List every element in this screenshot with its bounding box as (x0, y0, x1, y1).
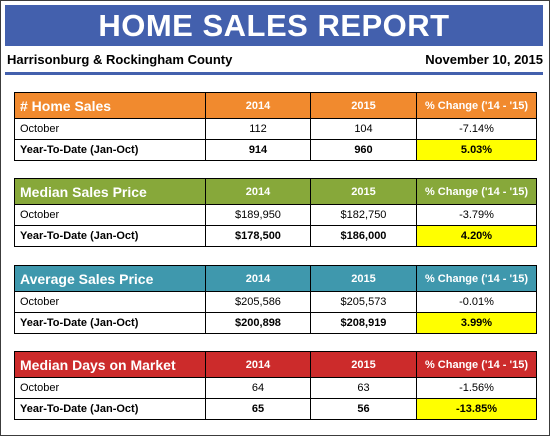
cell-change-highlight: 4.20% (416, 225, 537, 247)
cell-2014: $205,586 (205, 291, 311, 313)
cell-change-highlight: 5.03% (416, 139, 537, 161)
column-header-2015: 2015 (310, 351, 417, 378)
table-header: Median Sales Price 2014 2015 % Change ('… (14, 178, 537, 205)
table-title: Median Sales Price (14, 178, 206, 205)
region-label: Harrisonburg & Rockingham County (7, 52, 233, 67)
column-header-change: % Change ('14 - '15) (416, 92, 537, 119)
home-sales-table: # Home Sales 2014 2015 % Change ('14 - '… (14, 92, 537, 161)
cell-2014: 112 (205, 118, 311, 140)
cell-2015: $186,000 (310, 225, 417, 247)
column-header-2015: 2015 (310, 92, 417, 119)
cell-2015: 960 (310, 139, 417, 161)
table-title: # Home Sales (14, 92, 206, 119)
cell-change-highlight: -13.85% (416, 398, 537, 420)
column-header-2014: 2014 (205, 265, 311, 292)
median-sales-price-table: Median Sales Price 2014 2015 % Change ('… (14, 178, 537, 247)
table-row: October $189,950 $182,750 -3.79% (14, 204, 537, 226)
cell-2014: $200,898 (205, 312, 311, 334)
row-label: October (14, 204, 206, 226)
table-title: Median Days on Market (14, 351, 206, 378)
column-header-change: % Change ('14 - '15) (416, 178, 537, 205)
report-date: November 10, 2015 (425, 52, 543, 67)
row-label: Year-To-Date (Jan-Oct) (14, 225, 206, 247)
median-days-on-market-table: Median Days on Market 2014 2015 % Change… (14, 351, 537, 420)
row-label: October (14, 377, 206, 399)
cell-change: -7.14% (416, 118, 537, 140)
cell-change: -0.01% (416, 291, 537, 313)
cell-change: -1.56% (416, 377, 537, 399)
table-row: Year-To-Date (Jan-Oct) $178,500 $186,000… (14, 225, 537, 247)
table-row: Year-To-Date (Jan-Oct) $200,898 $208,919… (14, 312, 537, 334)
header-divider (5, 72, 543, 75)
column-header-2014: 2014 (205, 92, 311, 119)
column-header-2015: 2015 (310, 265, 417, 292)
column-header-2015: 2015 (310, 178, 417, 205)
row-label: Year-To-Date (Jan-Oct) (14, 398, 206, 420)
table-title: Average Sales Price (14, 265, 206, 292)
cell-2015: $182,750 (310, 204, 417, 226)
table-row: Year-To-Date (Jan-Oct) 914 960 5.03% (14, 139, 537, 161)
cell-2014: 65 (205, 398, 311, 420)
cell-2014: 64 (205, 377, 311, 399)
cell-2015: $208,919 (310, 312, 417, 334)
cell-2015: 63 (310, 377, 417, 399)
report-title: HOME SALES REPORT (5, 5, 543, 46)
cell-change: -3.79% (416, 204, 537, 226)
row-label: Year-To-Date (Jan-Oct) (14, 139, 206, 161)
cell-2014: 914 (205, 139, 311, 161)
column-header-change: % Change ('14 - '15) (416, 265, 537, 292)
table-row: October $205,586 $205,573 -0.01% (14, 291, 537, 313)
cell-2015: $205,573 (310, 291, 417, 313)
row-label: October (14, 291, 206, 313)
row-label: October (14, 118, 206, 140)
column-header-change: % Change ('14 - '15) (416, 351, 537, 378)
column-header-2014: 2014 (205, 178, 311, 205)
table-row: Year-To-Date (Jan-Oct) 65 56 -13.85% (14, 398, 537, 420)
cell-2014: $189,950 (205, 204, 311, 226)
report-subheader: Harrisonburg & Rockingham County Novembe… (7, 52, 543, 70)
table-row: October 64 63 -1.56% (14, 377, 537, 399)
column-header-2014: 2014 (205, 351, 311, 378)
row-label: Year-To-Date (Jan-Oct) (14, 312, 206, 334)
cell-2015: 104 (310, 118, 417, 140)
cell-2014: $178,500 (205, 225, 311, 247)
table-header: # Home Sales 2014 2015 % Change ('14 - '… (14, 92, 537, 119)
cell-change-highlight: 3.99% (416, 312, 537, 334)
average-sales-price-table: Average Sales Price 2014 2015 % Change (… (14, 265, 537, 334)
cell-2015: 56 (310, 398, 417, 420)
table-header: Average Sales Price 2014 2015 % Change (… (14, 265, 537, 292)
table-header: Median Days on Market 2014 2015 % Change… (14, 351, 537, 378)
table-row: October 112 104 -7.14% (14, 118, 537, 140)
